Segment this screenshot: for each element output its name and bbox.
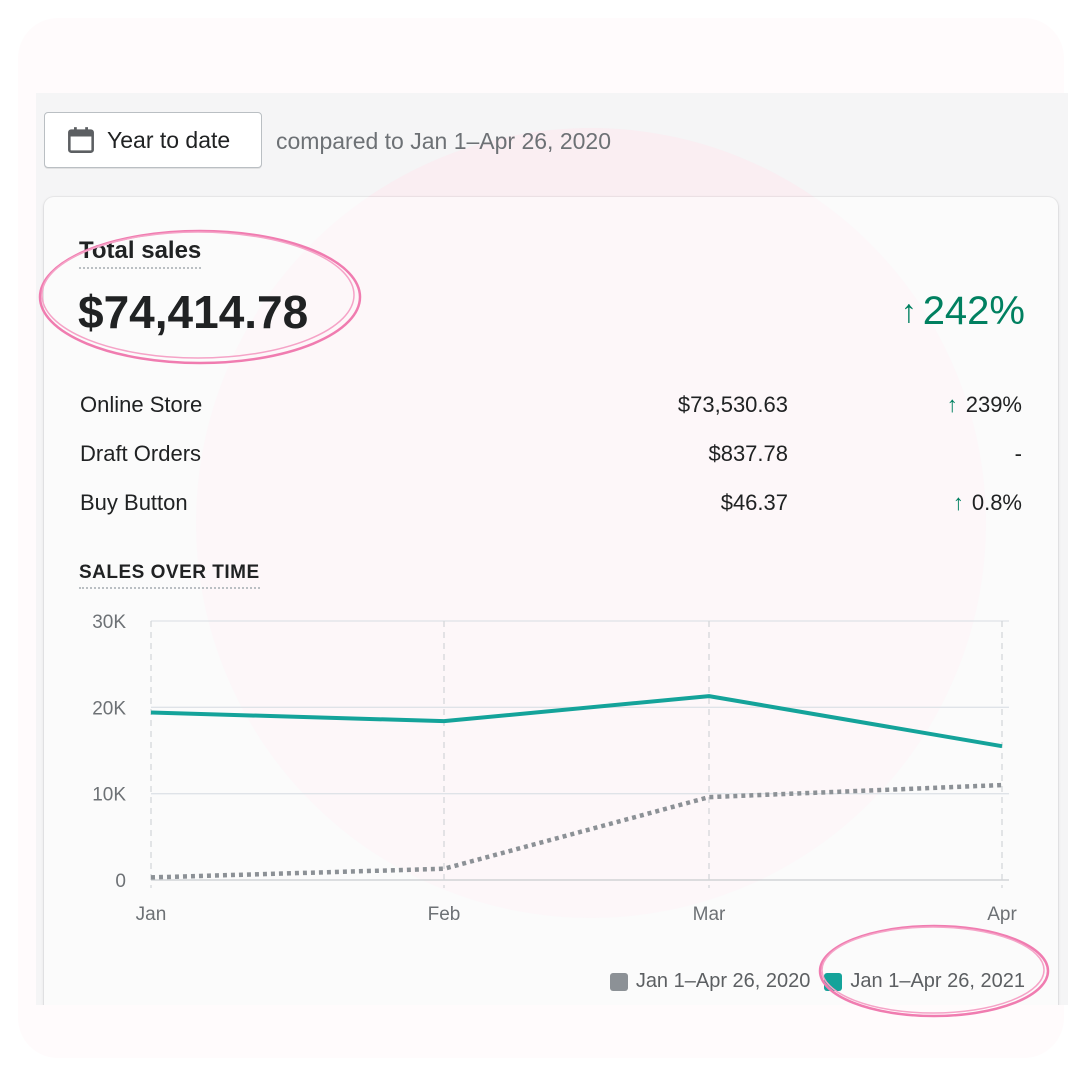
y-tick-label: 10K <box>92 785 126 806</box>
row-change: - <box>1007 441 1022 467</box>
breakdown-row-buy-button: Buy Button $46.37 ↑ 0.8% <box>80 490 1022 524</box>
series-line-2021 <box>150 694 1003 749</box>
x-tick-label: Mar <box>693 904 726 925</box>
row-change: ↑ 0.8% <box>953 490 1022 516</box>
analytics-canvas: Year to date compared to Jan 1–Apr 26, 2… <box>36 93 1068 1005</box>
row-change-value: - <box>1014 441 1022 466</box>
sales-over-time-chart: 0 10K 20K 30K Jan Feb Mar Apr <box>92 612 1017 925</box>
x-tick-label: Apr <box>987 904 1017 925</box>
total-sales-card: Total sales $74,414.78 ↑ 242% Online Sto… <box>44 197 1058 1005</box>
date-range-button[interactable]: Year to date <box>44 112 262 168</box>
legend-label-2020: Jan 1–Apr 26, 2020 <box>635 970 811 992</box>
legend-swatch-2020 <box>609 972 628 991</box>
row-value: $46.37 <box>720 490 788 515</box>
row-name: Draft Orders <box>80 441 202 466</box>
y-tick-label: 30K <box>92 612 126 633</box>
section-title[interactable]: SALES OVER TIME <box>79 562 260 589</box>
breakdown-row-draft-orders: Draft Orders $837.78 - <box>80 441 1022 475</box>
legend-label-2021: Jan 1–Apr 26, 2021 <box>850 970 1025 992</box>
row-value: $837.78 <box>708 441 788 466</box>
row-change: ↑ 239% <box>947 392 1022 418</box>
x-tick-label: Jan <box>136 904 167 925</box>
total-change-badge: ↑ 242% <box>901 289 1025 334</box>
x-tick-label: Feb <box>428 904 461 925</box>
breakdown-row-online-store: Online Store $73,530.63 ↑ 239% <box>80 392 1022 426</box>
arrow-up-icon: ↑ <box>900 293 917 329</box>
arrow-up-icon: ↑ <box>952 490 964 515</box>
y-tick-label: 20K <box>92 698 126 719</box>
card-title[interactable]: Total sales <box>79 237 202 269</box>
chart-legend: Jan 1–Apr 26, 2020 Jan 1–Apr 26, 2021 <box>596 970 1025 993</box>
legend-item-2021[interactable]: Jan 1–Apr 26, 2021 <box>824 970 1025 993</box>
calendar-icon <box>68 127 94 153</box>
row-name: Online Store <box>80 392 203 417</box>
y-tick-label: 0 <box>115 871 126 892</box>
total-sales-value: $74,414.78 <box>78 286 309 338</box>
legend-item-2020[interactable]: Jan 1–Apr 26, 2020 <box>609 970 811 993</box>
row-value: $73,530.63 <box>677 392 788 417</box>
row-name: Buy Button <box>80 490 188 515</box>
arrow-up-icon: ↑ <box>946 392 958 417</box>
legend-swatch-2021 <box>824 972 843 991</box>
row-change-value: 239% <box>965 392 1022 417</box>
series-line-2020 <box>150 782 1003 880</box>
date-range-label: Year to date <box>107 126 231 153</box>
comparison-text: compared to Jan 1–Apr 26, 2020 <box>276 128 612 154</box>
total-change-value: 242% <box>922 289 1025 333</box>
row-change-value: 0.8% <box>971 490 1022 515</box>
